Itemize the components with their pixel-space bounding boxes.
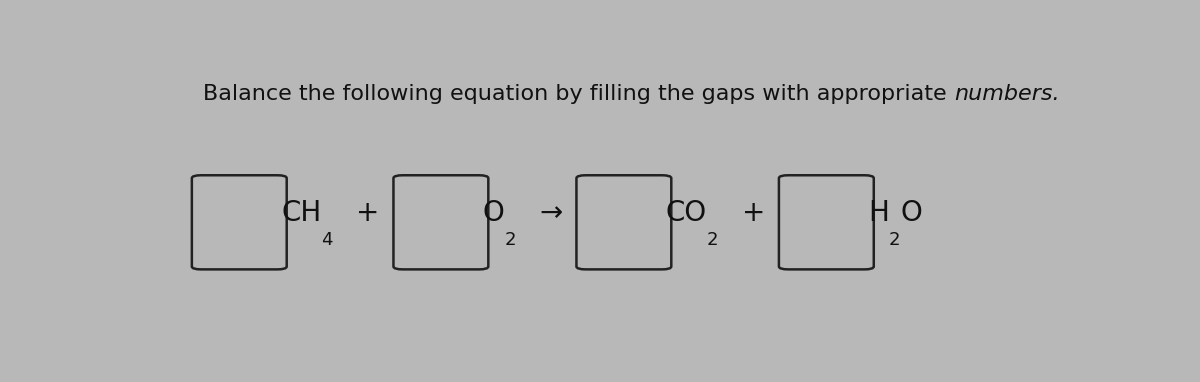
Text: H: H (868, 199, 889, 228)
Text: CH: CH (281, 199, 322, 228)
Text: O: O (900, 199, 923, 228)
Text: 4: 4 (322, 231, 332, 249)
Text: +: + (742, 199, 764, 228)
Text: Balance the following equation by filling the gaps with appropriate: Balance the following equation by fillin… (203, 84, 954, 104)
Text: →: → (539, 199, 563, 228)
Text: CO: CO (666, 199, 707, 228)
Text: 2: 2 (889, 231, 900, 249)
Text: O: O (482, 199, 504, 228)
Text: +: + (356, 199, 379, 228)
Text: 2: 2 (707, 231, 719, 249)
Text: numbers.: numbers. (954, 84, 1060, 104)
Text: 2: 2 (504, 231, 516, 249)
